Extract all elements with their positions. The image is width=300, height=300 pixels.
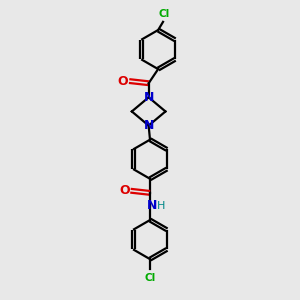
- Text: N: N: [143, 119, 154, 132]
- Text: O: O: [119, 184, 130, 197]
- Text: N: N: [143, 91, 154, 104]
- Text: Cl: Cl: [158, 9, 170, 19]
- Text: Cl: Cl: [144, 273, 156, 283]
- Text: N: N: [147, 200, 158, 212]
- Text: H: H: [157, 201, 166, 211]
- Text: O: O: [118, 74, 128, 88]
